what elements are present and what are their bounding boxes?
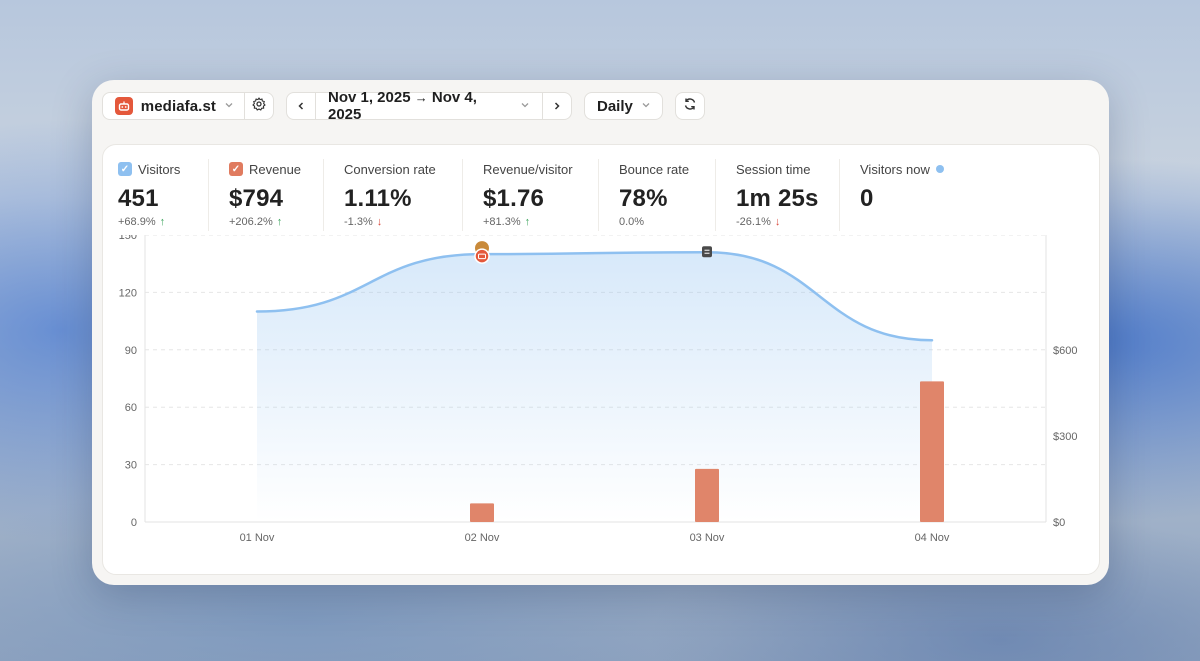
x-tick-label: 03 Nov bbox=[690, 532, 725, 544]
metric-value: 1.11% bbox=[344, 185, 412, 212]
y-tick-label: 150 bbox=[119, 235, 137, 242]
metric-label: Bounce rate bbox=[619, 161, 690, 177]
metric-value: 0 bbox=[860, 185, 874, 212]
user-avatar-icon bbox=[474, 241, 490, 264]
date-from: Nov 1, 2025 bbox=[328, 89, 411, 106]
y2-tick-label: $0 bbox=[1053, 517, 1065, 529]
metric-change: 0.0% bbox=[619, 216, 645, 228]
y-tick-label: 120 bbox=[119, 287, 137, 299]
next-period-button[interactable] bbox=[542, 92, 572, 120]
metric-visitors-now[interactable]: Visitors now 0 bbox=[839, 159, 968, 231]
metric-label: Visitors bbox=[138, 161, 181, 177]
site-selector[interactable]: mediafa.st bbox=[102, 92, 245, 120]
chevron-down-icon bbox=[224, 100, 234, 113]
previous-period-button[interactable] bbox=[286, 92, 316, 120]
arrow-down-icon: ↓ bbox=[376, 216, 383, 228]
site-logo-icon bbox=[115, 97, 133, 115]
avatar-badge-glyph bbox=[478, 253, 486, 260]
metric-change: +81.3% bbox=[483, 216, 521, 228]
y2-tick-label: $300 bbox=[1053, 431, 1077, 443]
analytics-card: ✓ Visitors 451 +68.9% ↑ ✓ Revenue $794 +2… bbox=[102, 144, 1100, 575]
metric-session-time[interactable]: Session time 1m 25s -26.1% ↓ bbox=[715, 159, 839, 231]
interval-select[interactable]: Daily bbox=[584, 92, 663, 120]
arrow-right-icon: → bbox=[414, 90, 428, 105]
metric-label: Conversion rate bbox=[344, 161, 436, 177]
metric-label: Visitors now bbox=[860, 161, 930, 177]
date-range-picker[interactable]: Nov 1, 2025 → Nov 4, 2025 bbox=[316, 89, 542, 123]
visitors-revenue-chart[interactable]: 0 30 60 90 120 150 $0 $300 $600 01 Nov 02 Nov 03 No… bbox=[103, 235, 1099, 570]
y-tick-label: 60 bbox=[125, 402, 137, 414]
date-to: Nov 4, 2025 bbox=[328, 89, 477, 123]
interval-label: Daily bbox=[597, 97, 633, 115]
visitors-area bbox=[257, 252, 932, 522]
chevron-left-icon bbox=[296, 98, 306, 114]
metric-value: $1.76 bbox=[483, 185, 545, 212]
arrow-up-icon: ↑ bbox=[276, 216, 283, 228]
metric-change: +206.2% bbox=[229, 216, 273, 228]
date-range-group: Nov 1, 2025 → Nov 4, 2025 bbox=[286, 89, 572, 123]
metric-change: -26.1% bbox=[736, 216, 771, 228]
revenue-bar bbox=[920, 381, 944, 522]
metric-revenue[interactable]: ✓ Revenue $794 +206.2% ↑ bbox=[208, 159, 323, 231]
metric-value: 451 bbox=[118, 185, 159, 212]
chevron-down-icon bbox=[520, 100, 530, 113]
arrow-up-icon: ↑ bbox=[159, 216, 166, 228]
y-tick-label: 0 bbox=[131, 517, 137, 529]
metric-change: -1.3% bbox=[344, 216, 373, 228]
metric-label: Session time bbox=[736, 161, 811, 177]
visitors-line bbox=[255, 250, 934, 342]
revenue-bar bbox=[470, 503, 494, 522]
avatar-badge bbox=[474, 248, 490, 264]
note-body bbox=[702, 246, 712, 258]
x-tick-label: 02 Nov bbox=[465, 532, 500, 544]
metric-visitors[interactable]: ✓ Visitors 451 +68.9% ↑ bbox=[118, 159, 208, 231]
metric-change: +68.9% bbox=[118, 216, 156, 228]
live-indicator-icon bbox=[935, 165, 944, 173]
chevron-right-icon bbox=[552, 98, 562, 114]
metric-value: $794 bbox=[229, 185, 284, 212]
revenue-bar bbox=[695, 468, 719, 522]
metrics-row: ✓ Visitors 451 +68.9% ↑ ✓ Revenue $794 +2… bbox=[118, 159, 968, 231]
metric-revenue-per-visitor[interactable]: Revenue/visitor $1.76 +81.3% ↑ bbox=[462, 159, 598, 231]
gear-icon bbox=[252, 96, 266, 116]
chevron-down-icon bbox=[641, 100, 651, 113]
metric-value: 1m 25s bbox=[736, 185, 819, 212]
refresh-button[interactable] bbox=[675, 92, 705, 120]
x-tick-label: 01 Nov bbox=[240, 532, 275, 544]
settings-button[interactable] bbox=[244, 92, 274, 120]
metric-value: 78% bbox=[619, 185, 668, 212]
y-tick-label: 90 bbox=[125, 345, 137, 357]
arrow-up-icon: ↑ bbox=[524, 216, 531, 228]
metric-label: Revenue bbox=[249, 161, 302, 177]
dashboard-window: mediafa.st Nov 1, 2025 bbox=[92, 80, 1109, 585]
refresh-icon bbox=[683, 97, 697, 116]
checkbox-checked-icon[interactable]: ✓ bbox=[229, 162, 243, 176]
y-tick-label: 30 bbox=[125, 460, 137, 472]
arrow-down-icon: ↓ bbox=[774, 216, 781, 228]
toolbar: mediafa.st Nov 1, 2025 bbox=[102, 89, 705, 123]
metric-bounce-rate[interactable]: Bounce rate 78% 0.0% bbox=[598, 159, 715, 231]
x-tick-label: 04 Nov bbox=[915, 532, 950, 544]
note-icon bbox=[702, 246, 712, 258]
site-name: mediafa.st bbox=[140, 97, 216, 115]
metric-label: Revenue/visitor bbox=[483, 161, 573, 177]
checkbox-checked-icon[interactable]: ✓ bbox=[118, 162, 132, 176]
y2-tick-label: $600 bbox=[1053, 345, 1077, 357]
metric-conversion-rate[interactable]: Conversion rate 1.11% -1.3% ↓ bbox=[323, 159, 462, 231]
